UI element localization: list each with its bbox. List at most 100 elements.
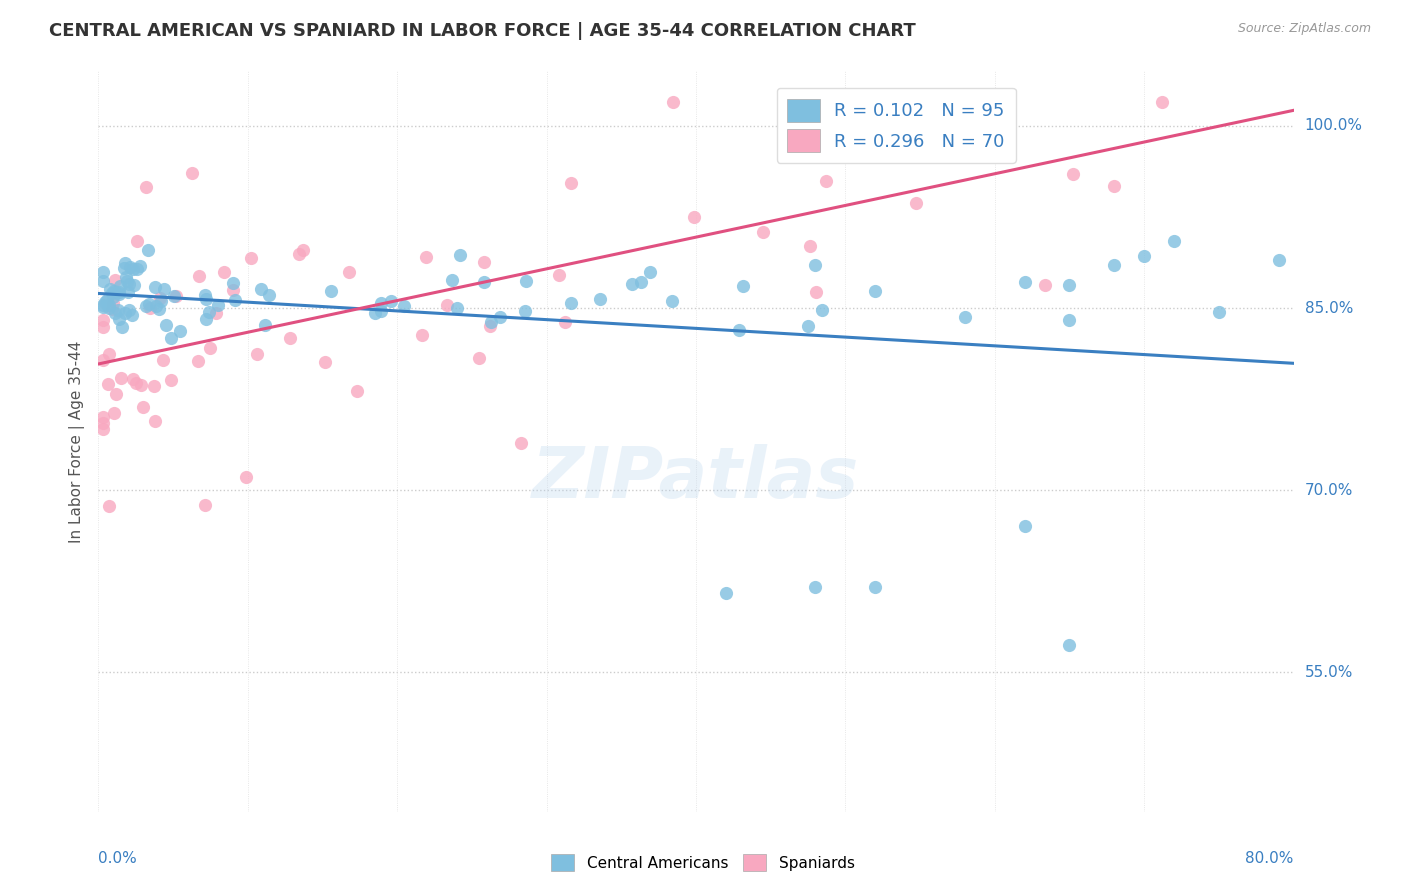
Point <box>752 225 775 239</box>
Point <box>121 308 143 322</box>
Text: 70.0%: 70.0% <box>1305 483 1353 498</box>
Point <box>97 377 120 392</box>
Point <box>392 299 415 313</box>
Point <box>104 273 127 287</box>
Point <box>446 301 468 315</box>
Text: Source: ZipAtlas.com: Source: ZipAtlas.com <box>1237 22 1371 36</box>
Point <box>291 243 314 257</box>
Point <box>107 303 129 318</box>
Point <box>1104 258 1126 272</box>
Point <box>94 295 117 310</box>
Point <box>510 436 533 450</box>
Point <box>138 297 160 311</box>
Point <box>844 137 866 152</box>
Point <box>91 353 114 368</box>
Point <box>513 303 536 318</box>
Point <box>108 286 131 301</box>
Point <box>588 292 610 306</box>
Point <box>125 261 148 276</box>
Point <box>472 275 495 289</box>
Point <box>163 289 186 303</box>
Point <box>661 293 683 308</box>
Point <box>97 301 120 315</box>
Point <box>380 293 402 308</box>
Point <box>129 377 152 392</box>
Point <box>246 347 269 361</box>
Point <box>799 239 821 253</box>
Point <box>346 384 368 399</box>
Point <box>122 261 145 276</box>
Point <box>288 247 311 261</box>
Point <box>135 299 157 313</box>
Point <box>118 260 141 275</box>
Point <box>222 277 245 291</box>
Point <box>91 265 114 279</box>
Point <box>806 285 828 299</box>
Point <box>683 210 706 224</box>
Point <box>91 409 114 424</box>
Point <box>239 251 262 265</box>
Point <box>135 179 157 194</box>
Point <box>314 355 336 369</box>
Point <box>714 586 737 600</box>
Point <box>198 341 221 355</box>
Point <box>153 282 176 296</box>
Point <box>194 498 217 512</box>
Point <box>143 414 166 428</box>
Point <box>101 290 124 304</box>
Point <box>91 320 114 334</box>
Point <box>101 295 124 310</box>
Point <box>124 376 146 390</box>
Point <box>254 318 277 332</box>
Point <box>143 378 166 392</box>
Point <box>207 298 229 312</box>
Point <box>104 387 127 401</box>
Point <box>638 265 661 279</box>
Point <box>364 306 387 320</box>
Point <box>1014 519 1036 533</box>
Point <box>114 306 136 320</box>
Point <box>152 353 174 368</box>
Point <box>194 292 217 306</box>
Point <box>1133 249 1156 263</box>
Point <box>125 235 148 249</box>
Point <box>110 370 132 384</box>
Point <box>554 315 576 329</box>
Point <box>115 274 138 288</box>
Point <box>1104 179 1126 194</box>
Point <box>136 244 159 258</box>
Point <box>108 285 131 299</box>
Point <box>1267 253 1289 268</box>
Point <box>111 320 134 334</box>
Point <box>97 347 120 361</box>
Point <box>132 400 155 414</box>
Point <box>104 306 127 320</box>
Point <box>1059 639 1081 653</box>
Point <box>931 95 953 109</box>
Point <box>143 280 166 294</box>
Point <box>112 260 135 275</box>
Point <box>804 580 827 594</box>
Point <box>727 323 749 337</box>
Point <box>165 289 187 303</box>
Point <box>811 302 834 317</box>
Point <box>214 265 236 279</box>
Point <box>630 275 652 289</box>
Point <box>337 265 360 279</box>
Point <box>108 312 131 326</box>
Point <box>436 298 458 312</box>
Text: 55.0%: 55.0% <box>1305 665 1353 680</box>
Point <box>149 293 172 308</box>
Point <box>91 274 114 288</box>
Point <box>148 301 170 316</box>
Text: 0.0%: 0.0% <box>98 851 138 865</box>
Point <box>117 285 139 299</box>
Point <box>259 288 281 302</box>
Point <box>1033 277 1056 292</box>
Point <box>1059 278 1081 293</box>
Point <box>96 293 118 307</box>
Point <box>128 260 150 274</box>
Point <box>98 499 121 513</box>
Point <box>621 277 644 291</box>
Point <box>515 274 537 288</box>
